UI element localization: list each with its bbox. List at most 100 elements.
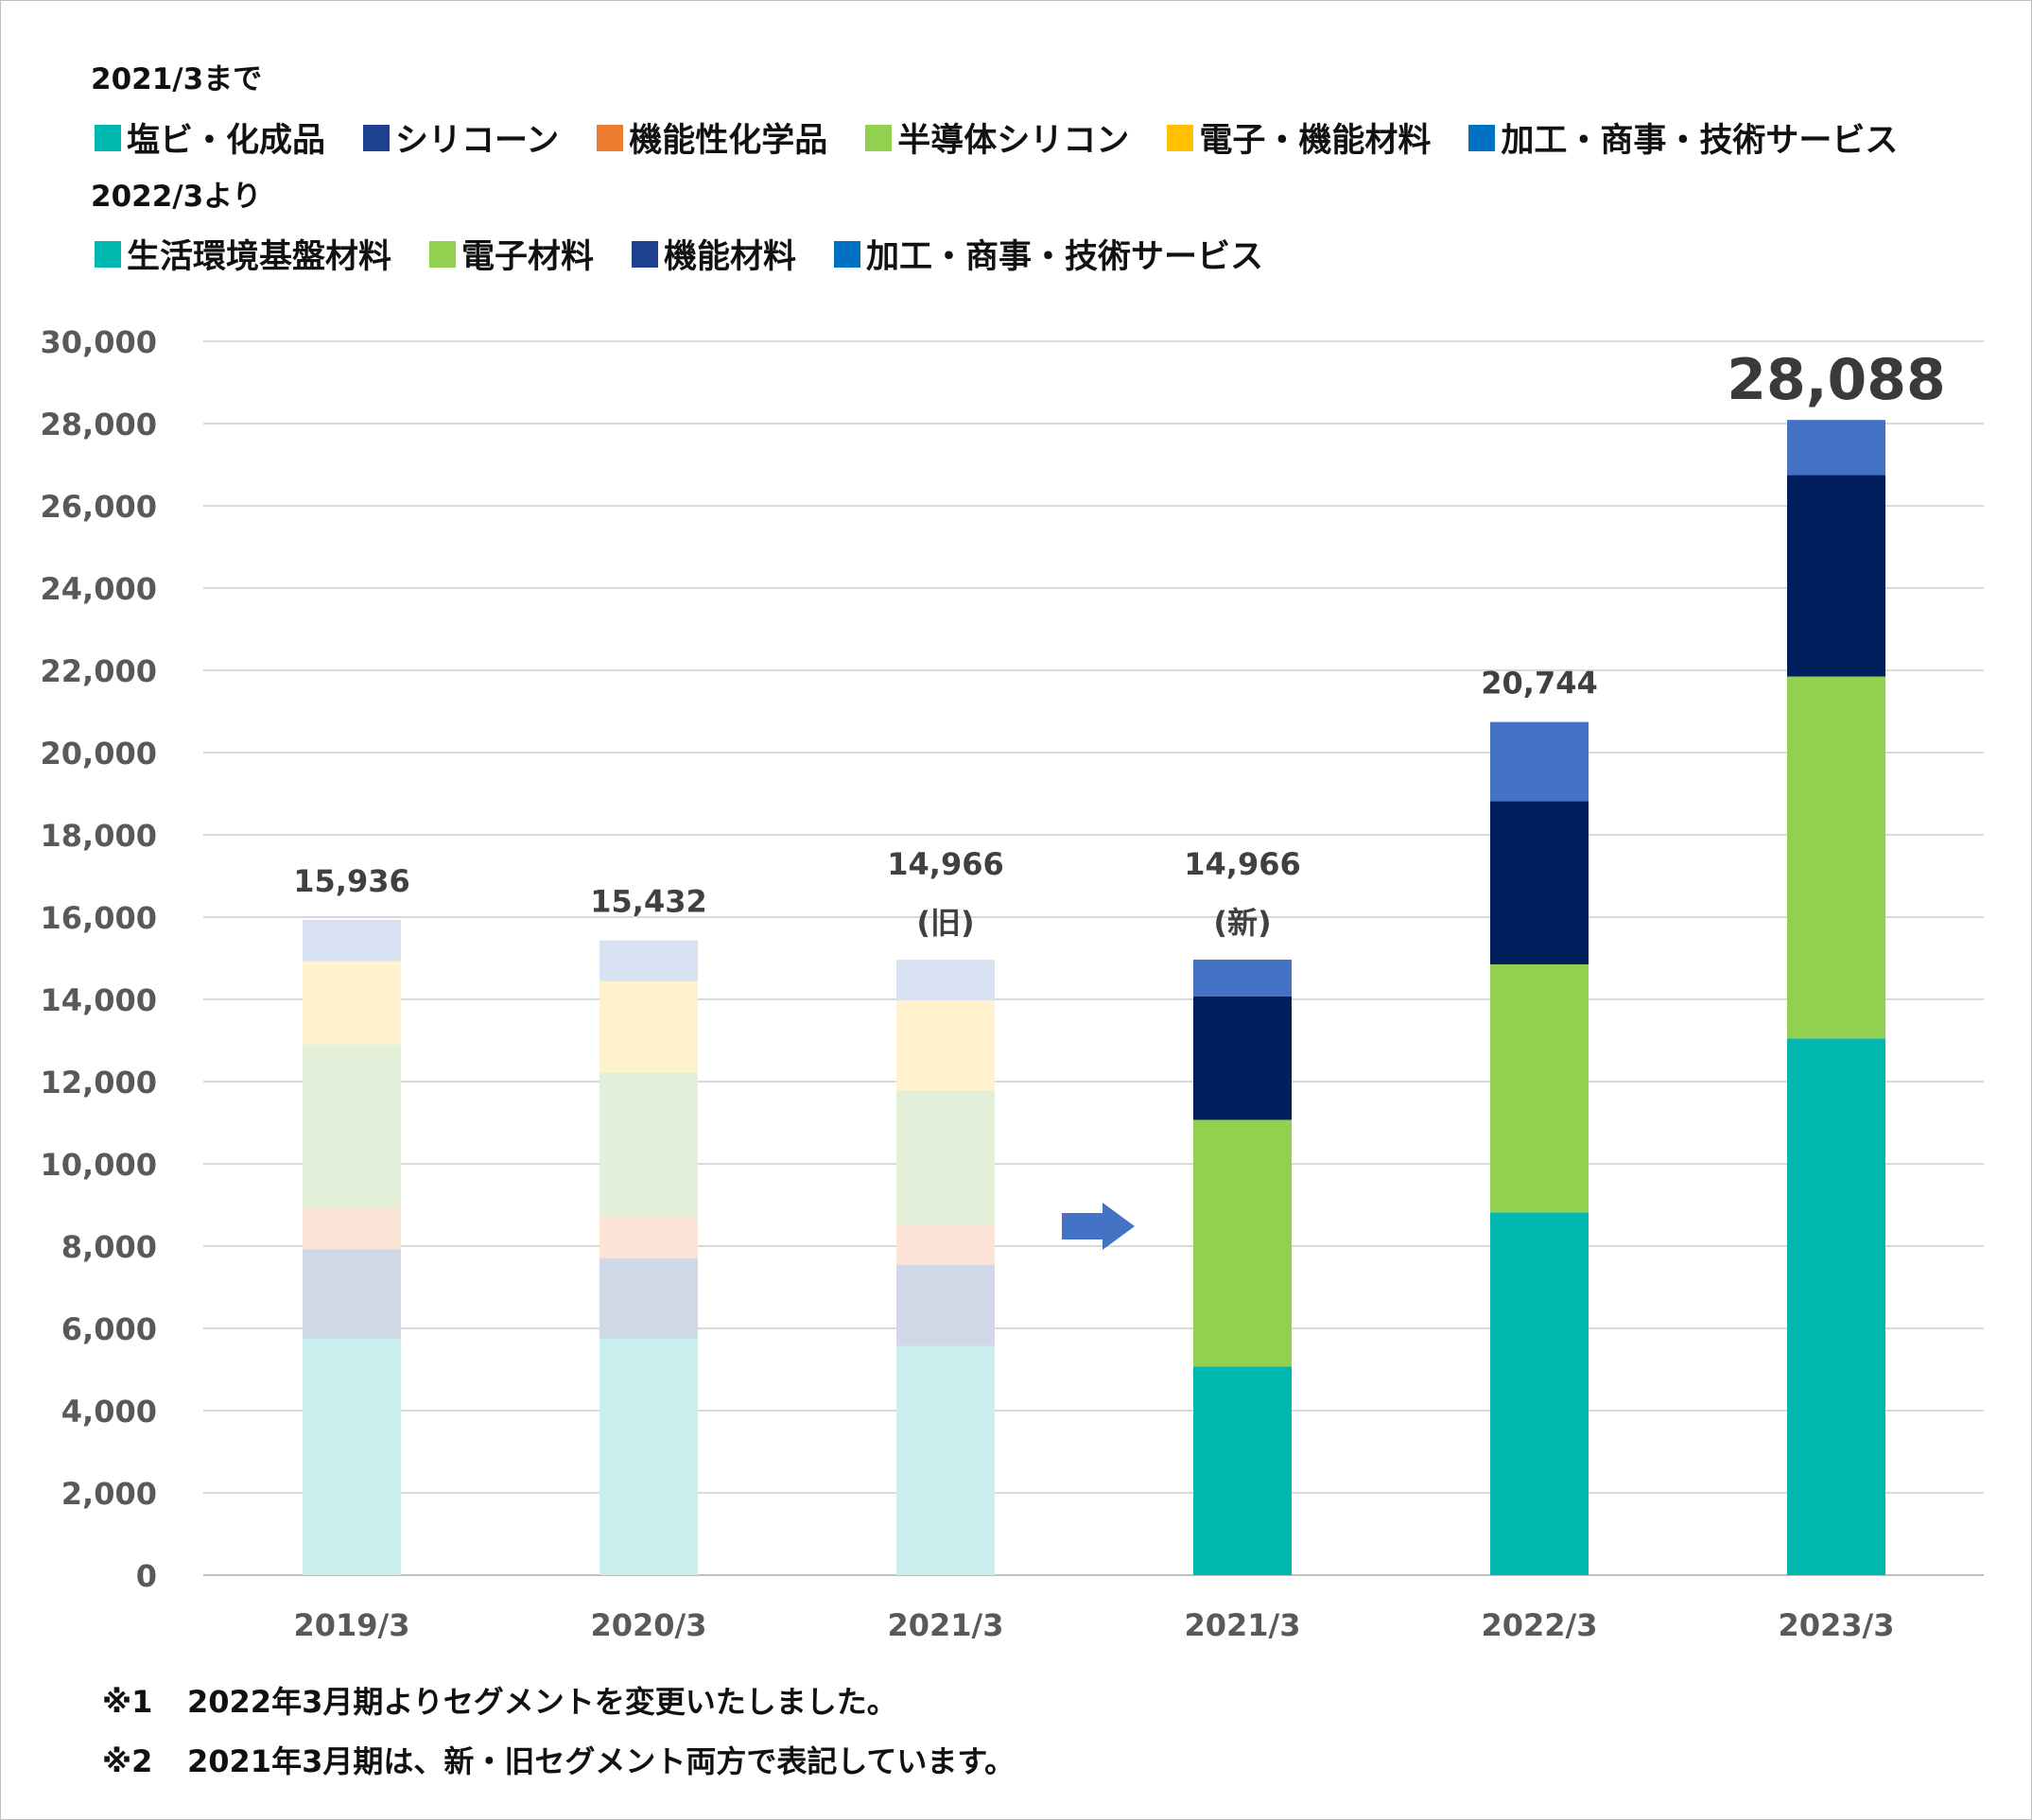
note-2-mark: ※2 (102, 1743, 153, 1779)
bar-segment (1490, 964, 1589, 1213)
total-label: 14,966 (887, 846, 1003, 882)
y-tick-label: 8,000 (61, 1229, 157, 1265)
total-label: 15,936 (293, 863, 409, 899)
total-label: 20,744 (1481, 666, 1597, 702)
legend-label: シリコーン (395, 122, 560, 160)
legend-label: 電子材料 (461, 238, 595, 276)
bar-segment (303, 1207, 401, 1250)
y-tick-label: 16,000 (41, 900, 157, 936)
note-2-text: 2021年3月期は、新・旧セグメント両方で表記しています。 (187, 1743, 1016, 1779)
bar-segment (896, 959, 995, 1001)
legend-old-item: 機能性化学品 (597, 113, 827, 162)
x-tick-label: 2021/3 (1184, 1607, 1300, 1643)
bar-segment (599, 940, 698, 981)
stacked-bar-chart: 0 2,000 4,000 6,000 8,000 10,000 12,000 14,000 1… (41, 324, 1984, 1643)
bar-segment (896, 1000, 995, 1091)
legend-label: 電子・機能材料 (1199, 122, 1432, 160)
y-tick-label: 4,000 (61, 1394, 157, 1430)
legend-swatch (429, 240, 457, 268)
legend-new-item: 加工・商事・技術サービス (834, 230, 1263, 278)
legend-swatch (834, 240, 861, 268)
legend-swatch (363, 124, 391, 151)
legend-label: 塩ビ・化成品 (127, 122, 326, 160)
legend-label: 加工・商事・技術サービス (866, 238, 1264, 276)
total-label: 15,432 (590, 884, 706, 920)
y-tick-label: 24,000 (41, 571, 157, 607)
y-tick-label: 20,000 (41, 736, 157, 771)
total-label: 14,966 (1184, 846, 1300, 882)
legend-new: 生活環境基盤材料 電子材料 機能材料 加工・商事・技術サービス (95, 230, 1301, 278)
legend-old-item: 加工・商事・技術サービス (1468, 113, 1898, 162)
legend-swatch (1468, 124, 1496, 151)
bar-segment (1787, 475, 1885, 677)
legend-label: 生活環境基盤材料 (127, 238, 392, 276)
bar-segment (896, 1090, 995, 1226)
y-tick-label: 2,000 (61, 1476, 157, 1512)
note-1-mark: ※1 (102, 1684, 153, 1720)
y-tick-label: 26,000 (41, 489, 157, 525)
legend-old-item: 半導体シリコン (865, 113, 1129, 162)
legend-new-item: 機能材料 (632, 230, 796, 278)
y-tick-label: 12,000 (41, 1065, 157, 1101)
y-tick-label: 14,000 (41, 982, 157, 1018)
bar-segment (896, 1225, 995, 1265)
x-tick-label: 2021/3 (887, 1607, 1003, 1643)
bar-segment (1787, 1038, 1885, 1575)
bar-segment (1787, 676, 1885, 1039)
legend-old: 塩ビ・化成品 シリコーン 機能性化学品 半導体シリコン 電子・機能材料 加工・商事・技術サ… (95, 113, 1936, 162)
legend-new-item: 生活環境基盤材料 (95, 230, 391, 278)
legend-swatch (95, 124, 121, 151)
note-1: ※1 2022年3月期よりセグメントを変更いたしました。 (102, 1678, 897, 1722)
legend-label: 半導体シリコン (897, 122, 1130, 160)
bar-segment (896, 1345, 995, 1575)
bar-segment (1490, 801, 1589, 965)
x-tick-label: 2023/3 (1778, 1607, 1894, 1643)
legend-swatch (597, 124, 624, 151)
legend-label: 機能材料 (664, 238, 797, 276)
bar-segment (303, 1249, 401, 1339)
legend-label: 加工・商事・技術サービス (1501, 122, 1899, 160)
legend-old-item: 塩ビ・化成品 (95, 113, 325, 162)
legend-heading-old: 2021/3まで (91, 62, 263, 96)
y-tick-label: 10,000 (41, 1147, 157, 1183)
legend-heading-new: 2022/3より (91, 180, 262, 214)
legend-old-item: 電子・機能材料 (1167, 113, 1431, 162)
legend-swatch (95, 240, 121, 268)
arrow-right-icon (1062, 1203, 1135, 1250)
bar-segment (1490, 721, 1589, 802)
bar-segment (303, 919, 401, 962)
note-2: ※2 2021年3月期は、新・旧セグメント両方で表記しています。 (102, 1738, 1015, 1781)
bar-segment (599, 1072, 698, 1218)
bar-segment (896, 1264, 995, 1346)
segment-tag-label: (旧) (916, 905, 974, 941)
bar-segment (303, 961, 401, 1045)
legend-old-item: シリコーン (363, 113, 559, 162)
x-tick-label: 2020/3 (590, 1607, 706, 1643)
y-tick-label: 6,000 (61, 1311, 157, 1347)
y-tick-label: 30,000 (41, 324, 157, 360)
legend-swatch (865, 124, 893, 151)
legend-swatch (632, 240, 659, 268)
y-tick-label: 28,000 (41, 407, 157, 442)
x-tick-label: 2022/3 (1481, 1607, 1597, 1643)
total-label-highlight: 28,088 (1727, 347, 1946, 413)
note-1-text: 2022年3月期よりセグメントを変更いたしました。 (187, 1684, 897, 1720)
y-tick-label: 22,000 (41, 653, 157, 689)
bar-segment (1193, 1119, 1292, 1367)
legend-new-item: 電子材料 (429, 230, 594, 278)
bar-segment (303, 1338, 401, 1575)
bar-segment (1193, 959, 1292, 997)
bar-segment (599, 1217, 698, 1258)
bar-segment (303, 1044, 401, 1208)
bar-segment (599, 980, 698, 1073)
bar-segment (1787, 420, 1885, 476)
bar-segment (1490, 1212, 1589, 1575)
bar-segment (599, 1257, 698, 1339)
legend-swatch (1167, 124, 1194, 151)
segment-tag-label: (新) (1213, 905, 1271, 941)
bar-segment (1193, 996, 1292, 1120)
bar-segment (1193, 1366, 1292, 1575)
y-tick-label: 18,000 (41, 818, 157, 854)
y-tick-label: 0 (136, 1558, 157, 1594)
x-tick-label: 2019/3 (293, 1607, 409, 1643)
